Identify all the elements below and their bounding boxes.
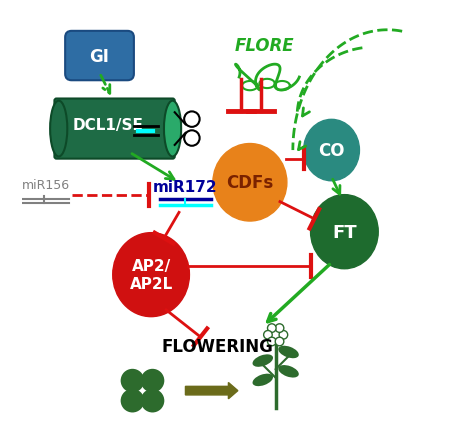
FancyBboxPatch shape [55, 99, 175, 159]
Circle shape [275, 338, 284, 346]
Ellipse shape [310, 195, 378, 269]
Circle shape [264, 331, 272, 339]
Ellipse shape [278, 346, 299, 358]
Circle shape [184, 112, 200, 128]
Ellipse shape [141, 369, 164, 393]
Circle shape [184, 131, 200, 147]
Ellipse shape [121, 389, 144, 412]
Text: miR156: miR156 [22, 178, 70, 191]
Text: DCL1/SE: DCL1/SE [73, 117, 144, 132]
Text: GI: GI [90, 47, 109, 65]
Circle shape [267, 326, 284, 344]
Ellipse shape [253, 354, 273, 367]
Circle shape [267, 324, 276, 333]
Circle shape [279, 331, 288, 339]
Ellipse shape [303, 120, 359, 181]
Text: CDFs: CDFs [226, 174, 273, 192]
Ellipse shape [50, 101, 67, 157]
Text: FLOWERING: FLOWERING [162, 337, 273, 355]
Text: miR172: miR172 [153, 180, 218, 195]
Circle shape [267, 338, 276, 346]
Text: AP2/
AP2L: AP2/ AP2L [129, 259, 173, 291]
Ellipse shape [113, 233, 190, 317]
Ellipse shape [213, 144, 287, 221]
Ellipse shape [141, 389, 164, 412]
Text: CO: CO [318, 142, 345, 160]
Ellipse shape [253, 374, 273, 386]
Ellipse shape [121, 369, 144, 393]
Circle shape [275, 324, 284, 333]
Text: FLORE: FLORE [235, 37, 295, 55]
Text: FT: FT [332, 223, 357, 241]
FancyArrow shape [185, 383, 238, 399]
Ellipse shape [164, 101, 181, 157]
FancyBboxPatch shape [65, 32, 134, 81]
Ellipse shape [278, 365, 299, 378]
